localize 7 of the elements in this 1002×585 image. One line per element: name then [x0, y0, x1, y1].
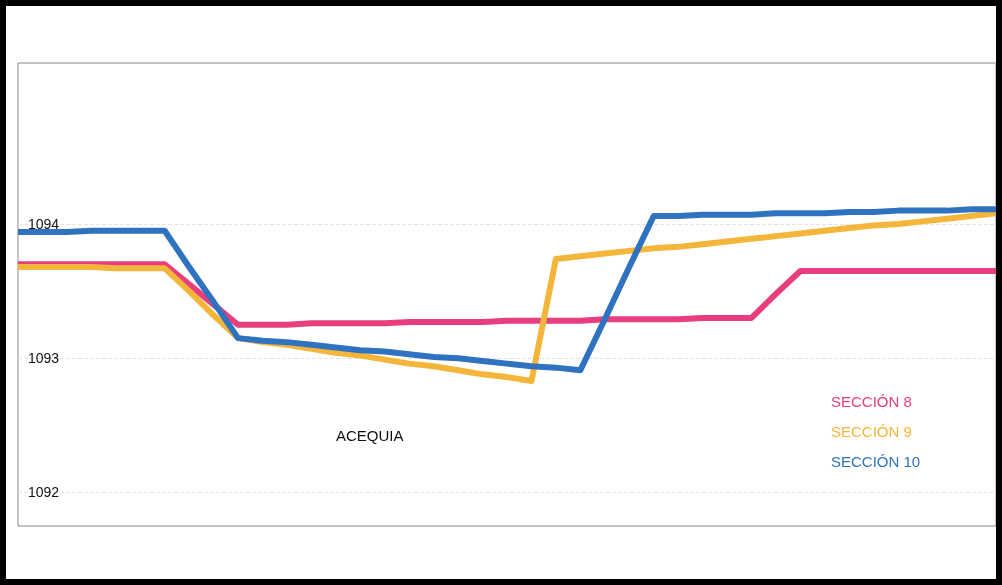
y-tick-label: 1093: [28, 350, 60, 367]
annotation: ACEQUIA: [336, 427, 404, 444]
y-tick-label: 1092: [28, 484, 60, 501]
text: SECCIÓN 8: [831, 393, 912, 410]
text: SECCIÓN 10: [831, 453, 921, 470]
y-tick-label: 1094: [28, 216, 60, 233]
text: SECCIÓN 9: [831, 423, 912, 440]
